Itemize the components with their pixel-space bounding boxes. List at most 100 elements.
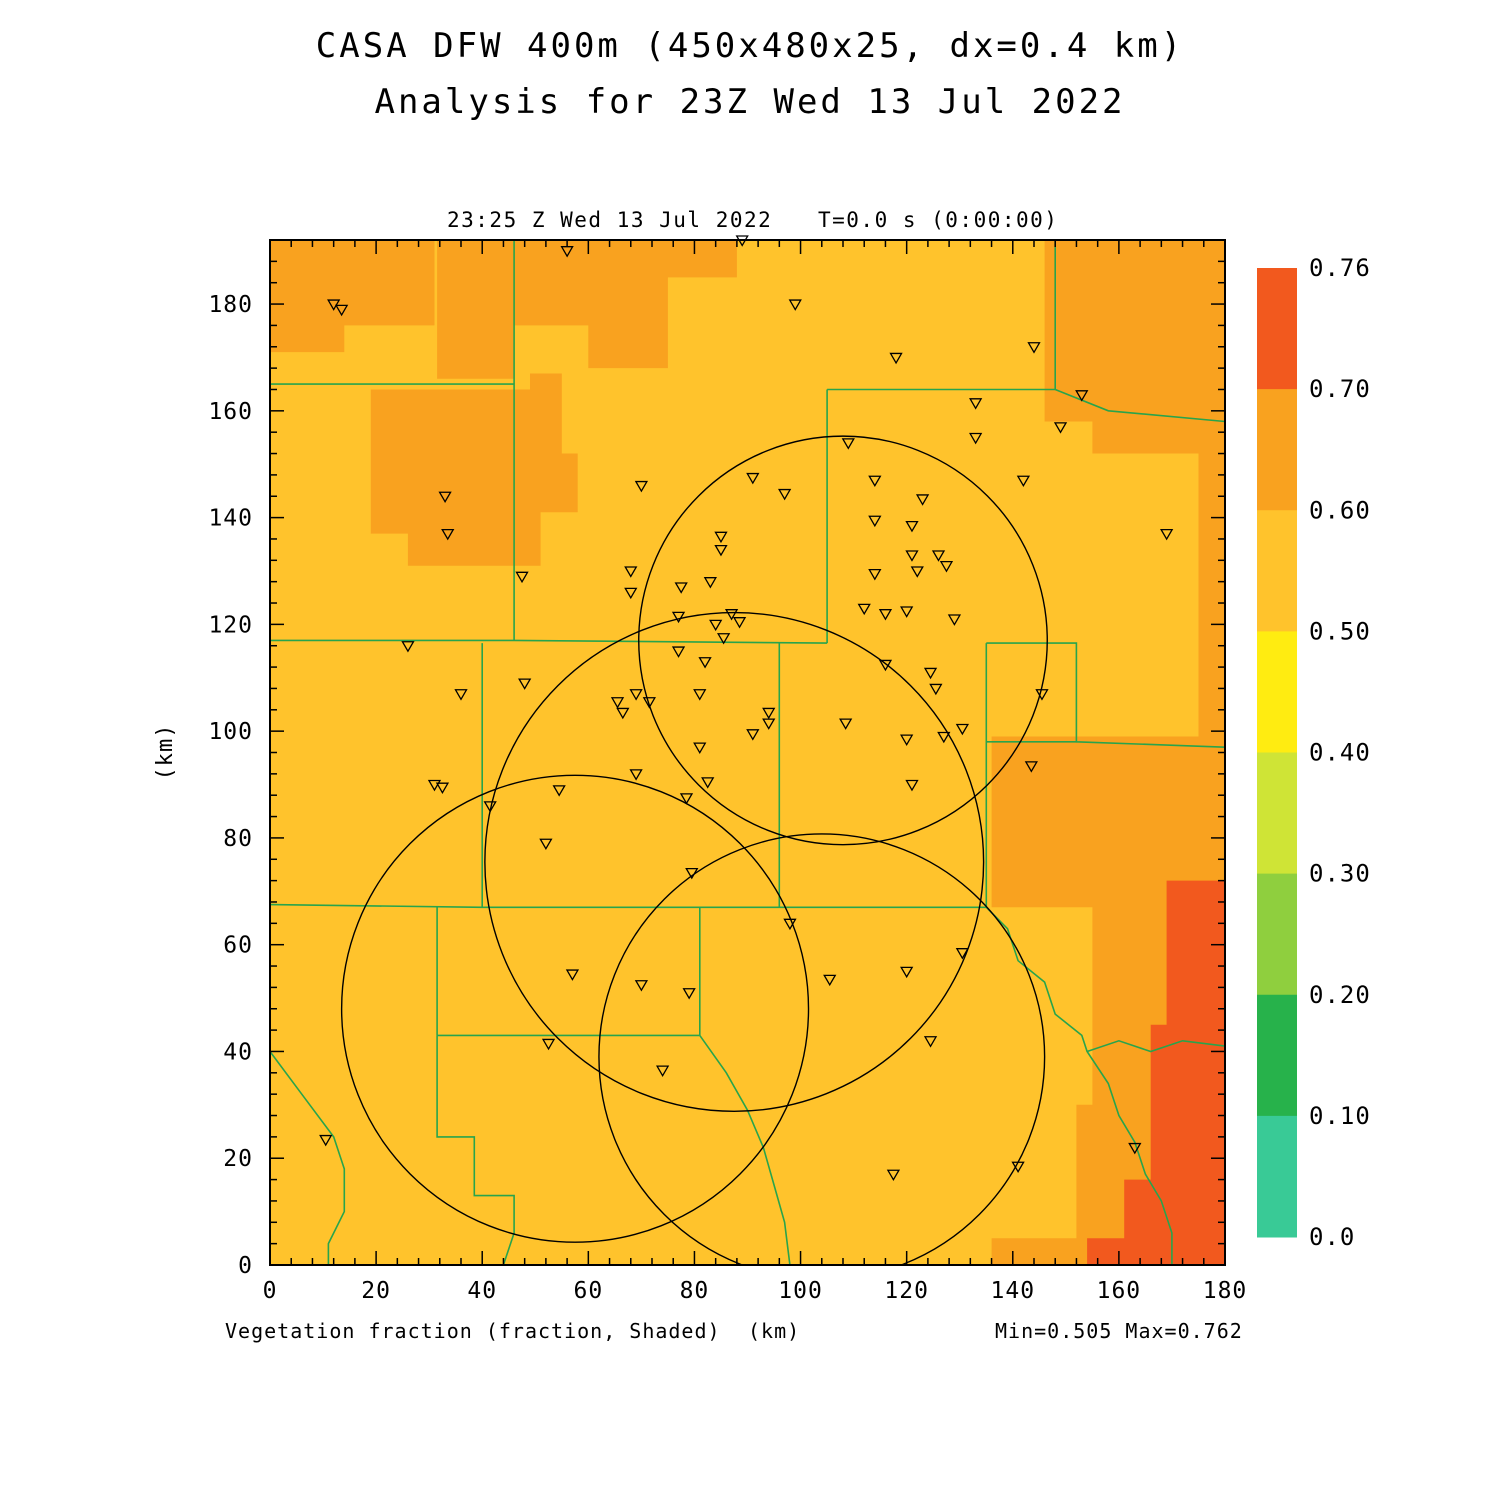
footer-units-label: (km)	[748, 1319, 800, 1343]
colorbar-segment	[1257, 1115, 1297, 1238]
station-marker	[674, 582, 688, 594]
x-tick-label: 80	[680, 1278, 710, 1304]
station-marker	[701, 777, 715, 789]
y-tick-label: 80	[223, 826, 253, 852]
station-marker	[515, 571, 529, 584]
station-marker	[709, 619, 723, 632]
station-marker	[441, 528, 455, 541]
station-marker	[629, 769, 643, 781]
radar-range-ring	[484, 611, 985, 1113]
station-marker	[319, 1134, 333, 1147]
station-marker	[878, 609, 893, 621]
station-marker	[762, 718, 776, 730]
station-marker	[1160, 528, 1174, 541]
county-boundary	[1054, 388, 1225, 423]
station-marker	[900, 734, 914, 746]
station-marker	[900, 966, 914, 979]
station-marker	[693, 689, 707, 701]
station-marker	[969, 398, 983, 410]
station-marker	[671, 611, 686, 624]
map-shaded-field	[270, 240, 1225, 1265]
station-marker	[716, 633, 731, 645]
x-tick-label: 160	[1097, 1278, 1142, 1304]
x-tick-label: 40	[467, 1278, 497, 1304]
x-tick-label: 0	[263, 1278, 278, 1304]
station-marker	[1011, 1161, 1025, 1174]
x-tick-label: 120	[884, 1278, 929, 1304]
station-marker	[878, 659, 893, 672]
colorbar-segment	[1257, 752, 1297, 875]
station-marker	[886, 1169, 901, 1182]
station-marker	[427, 779, 442, 792]
station-marker	[724, 609, 739, 621]
station-marker	[778, 488, 792, 501]
station-marker	[454, 689, 468, 701]
station-marker	[788, 299, 802, 311]
radar-range-ring	[638, 435, 1048, 846]
title-line-2: Analysis for 23Z Wed 13 Jul 2022	[374, 82, 1125, 122]
station-marker	[746, 729, 760, 741]
station-marker	[714, 544, 728, 557]
x-tick-label: 60	[573, 1278, 603, 1304]
colorbar-segment	[1257, 389, 1297, 511]
station-marker	[642, 697, 656, 709]
station-marker	[931, 550, 946, 562]
county-boundary	[436, 1035, 515, 1265]
station-marker	[629, 689, 643, 701]
shaded-region-0.60-0.70	[370, 373, 578, 566]
station-marker	[868, 515, 882, 528]
title-line-1: CASA DFW 400m (450x480x25, dx=0.4 km)	[316, 26, 1184, 66]
station-marker	[900, 606, 914, 618]
station-marker	[634, 480, 649, 493]
colorbar-label: 0.60	[1309, 496, 1371, 524]
axes: 0 20 40 60 80 100 120 140 160 180 0 20 40 60 80 100 120 1…	[208, 239, 1248, 1304]
y-tick-label: 140	[208, 506, 253, 532]
station-marker	[823, 974, 837, 987]
station-marker	[955, 723, 970, 736]
station-markers	[319, 235, 1174, 1182]
station-marker	[923, 667, 938, 680]
shaded-region-0.60-0.70	[1044, 240, 1225, 737]
radar-range-ring	[598, 833, 1046, 1265]
station-marker	[435, 782, 450, 794]
station-marker	[915, 494, 930, 506]
colorbar-segment	[1257, 994, 1297, 1117]
station-marker	[910, 566, 924, 578]
station-marker	[841, 438, 855, 450]
y-tick-label: 180	[208, 292, 253, 318]
county-boundary	[986, 642, 1225, 748]
county-boundary	[1086, 1039, 1225, 1053]
station-marker	[905, 779, 919, 792]
station-marker	[905, 550, 919, 562]
station-marker	[947, 614, 962, 626]
station-marker	[334, 304, 349, 317]
station-marker	[703, 577, 717, 589]
x-tick-label: 100	[778, 1278, 823, 1304]
station-marker	[552, 785, 566, 797]
station-marker	[889, 352, 903, 365]
station-marker	[937, 731, 951, 744]
station-marker	[685, 867, 699, 880]
county-boundary	[985, 906, 1173, 1265]
colorbar-label: 0.30	[1309, 860, 1371, 888]
y-tick-label: 0	[238, 1253, 253, 1279]
shaded-region-0.70-0.76	[1087, 880, 1225, 1265]
colorbar-label: 0.20	[1309, 981, 1371, 1009]
station-marker	[939, 561, 954, 573]
colorbar-label: 0.76	[1309, 254, 1371, 282]
y-tick-label: 120	[208, 612, 253, 638]
station-marker	[868, 475, 882, 488]
station-marker	[969, 432, 983, 445]
colorbar-segment	[1257, 268, 1297, 390]
station-marker	[565, 969, 580, 981]
station-marker	[682, 988, 696, 1000]
x-tick-label: 180	[1203, 1278, 1248, 1304]
station-marker	[624, 587, 638, 600]
station-marker	[634, 980, 649, 992]
colorbar-label: 0.10	[1309, 1102, 1371, 1130]
station-marker	[783, 918, 797, 931]
station-marker	[955, 948, 970, 960]
station-marker	[905, 520, 919, 533]
footer-minmax: Min=0.505 Max=0.762	[995, 1319, 1243, 1343]
